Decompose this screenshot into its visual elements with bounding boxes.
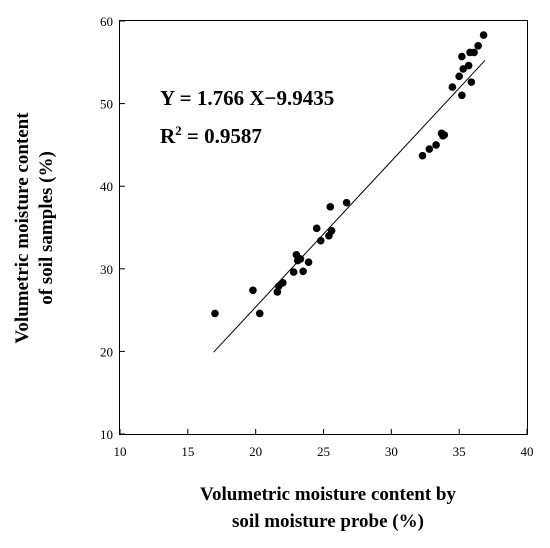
data-point <box>470 48 478 57</box>
data-point <box>327 227 336 235</box>
data-point <box>255 309 264 318</box>
y-tick-label: 20 <box>100 344 113 359</box>
data-point <box>326 203 335 211</box>
data-point <box>296 255 305 263</box>
x-tick-label: 25 <box>317 444 330 459</box>
plot-frame <box>119 20 528 435</box>
r-squared-value: = 0.9587 <box>182 124 262 148</box>
data-point <box>304 258 313 266</box>
data-point <box>479 31 488 39</box>
r-squared-label: R2 = 0.9587 <box>160 123 262 148</box>
y-tick-label: 60 <box>100 14 113 29</box>
y-tick-label: 40 <box>100 179 113 194</box>
x-axis-title-line1: Volumetric moisture content by <box>200 484 456 505</box>
data-point <box>312 224 321 233</box>
y-tick-label: 10 <box>100 427 113 442</box>
y-axis-title-line2: of soil samples (%) <box>36 151 57 305</box>
data-point <box>474 41 482 50</box>
y-axis-title-line1: Volumetric moisture content <box>12 112 33 344</box>
regression-equation: Y = 1.766 X−9.9435 <box>160 86 334 110</box>
data-point <box>249 286 257 295</box>
x-tick-label: 10 <box>114 444 127 459</box>
data-point <box>342 198 351 207</box>
y-tick-label: 30 <box>100 262 113 277</box>
data-point <box>448 83 457 91</box>
x-tick-label: 40 <box>521 444 534 459</box>
data-point <box>467 78 476 86</box>
data-point <box>432 141 440 149</box>
data-point <box>289 268 298 276</box>
data-point <box>425 145 434 153</box>
x-tick-label: 30 <box>385 444 398 459</box>
data-point <box>418 151 427 160</box>
regression-line <box>213 60 486 353</box>
r-squared-prefix: R <box>160 124 176 148</box>
data-point <box>440 131 449 139</box>
data-point <box>273 288 282 296</box>
data-points <box>211 31 488 318</box>
data-point <box>279 279 287 287</box>
axis-ticks: 10 15 20 25 30 35 40 10 20 30 40 50 60 <box>100 14 534 459</box>
data-point <box>316 236 325 245</box>
y-tick-label: 50 <box>100 97 113 112</box>
data-point <box>299 267 307 276</box>
x-axis-title-line2: soil moisture probe (%) <box>232 511 424 532</box>
r-squared-superscript: 2 <box>175 123 182 138</box>
data-point <box>455 72 463 81</box>
x-tick-label: 20 <box>249 444 262 459</box>
x-tick-label: 15 <box>181 444 194 459</box>
x-tick-label: 35 <box>453 444 466 459</box>
data-point <box>464 61 473 70</box>
data-point <box>211 309 219 318</box>
data-point <box>458 91 466 100</box>
data-point <box>458 52 466 61</box>
